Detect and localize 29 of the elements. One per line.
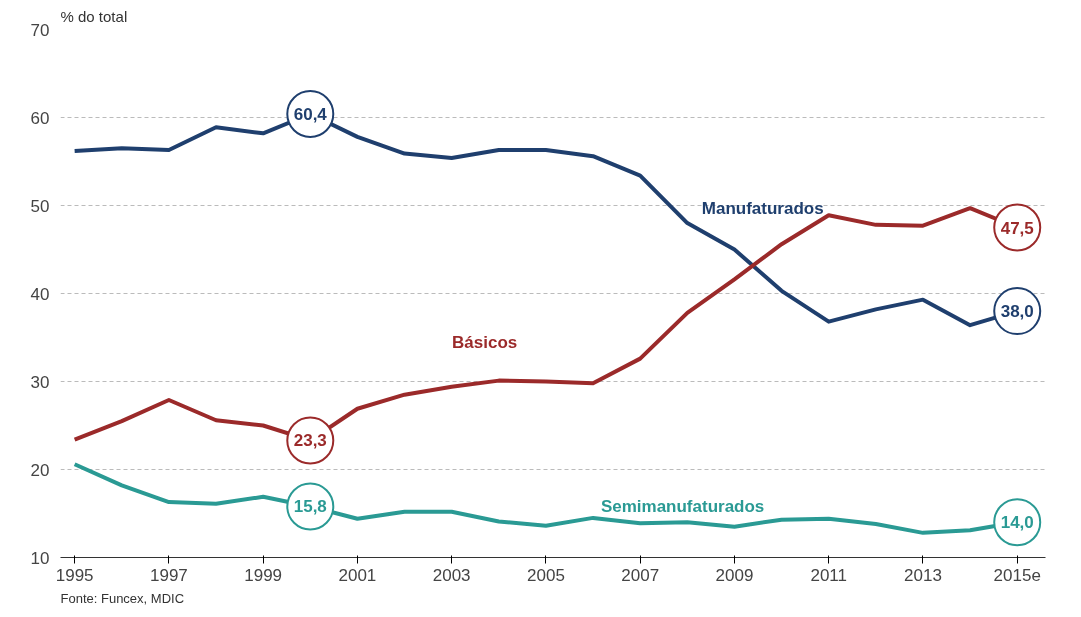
x-tick-label: 1995 bbox=[55, 565, 94, 585]
data-label: 14,0 bbox=[1000, 513, 1034, 533]
y-tick-label: 70 bbox=[30, 20, 50, 40]
source-note: Fonte: Funcex, MDIC bbox=[60, 590, 185, 606]
data-label: 15,8 bbox=[293, 497, 327, 517]
x-tick-label: 2005 bbox=[527, 565, 565, 585]
data-label: 47,5 bbox=[1000, 218, 1034, 238]
x-tick-label: 2011 bbox=[810, 565, 847, 585]
x-tick-label: 1999 bbox=[244, 565, 283, 585]
x-tick-label: 2015e bbox=[993, 565, 1041, 585]
data-label: 23,3 bbox=[293, 431, 327, 451]
data-label: 60,4 bbox=[293, 104, 328, 124]
y-tick-label: 10 bbox=[30, 548, 50, 568]
x-tick-label: 2001 bbox=[338, 565, 377, 585]
series-label: Semimanufaturados bbox=[600, 497, 765, 517]
x-tick-label: 2009 bbox=[715, 565, 754, 585]
y-tick-label: 60 bbox=[30, 108, 50, 128]
series-label: Manufaturados bbox=[701, 198, 824, 218]
y-tick-label: 40 bbox=[30, 284, 50, 304]
x-tick-label: 2003 bbox=[432, 565, 471, 585]
x-tick-label: 2013 bbox=[904, 565, 942, 585]
y-tick-label: 20 bbox=[30, 460, 50, 480]
y-tick-label: 50 bbox=[30, 196, 50, 216]
y-tick-label: 30 bbox=[30, 372, 50, 392]
y-axis-title: % do total bbox=[60, 7, 128, 25]
x-tick-label: 1997 bbox=[149, 565, 188, 585]
series-label: Básicos bbox=[452, 333, 518, 353]
data-label: 38,0 bbox=[1000, 302, 1034, 322]
x-tick-label: 2007 bbox=[621, 565, 660, 585]
